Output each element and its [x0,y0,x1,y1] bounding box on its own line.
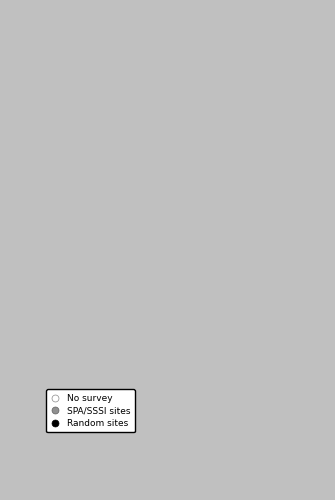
Legend: No survey, SPA/SSSI sites, Random sites: No survey, SPA/SSSI sites, Random sites [46,389,135,432]
